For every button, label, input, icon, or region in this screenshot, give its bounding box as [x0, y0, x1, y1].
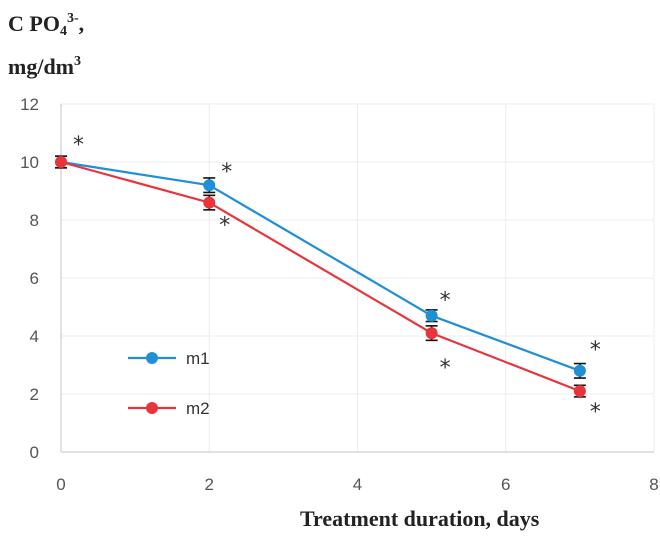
data-point-m1-5 [425, 309, 438, 322]
data-point-m1-2 [203, 179, 216, 192]
x-tick-label-8: 8 [649, 475, 658, 494]
significance-star-m2-7: * [590, 400, 601, 425]
y-tick-label-6: 6 [30, 269, 39, 288]
y-tick-label-12: 12 [20, 95, 39, 114]
gridlines [61, 103, 655, 452]
data-point-m2-7 [573, 385, 586, 398]
x-tick-label-2: 2 [205, 475, 214, 494]
legend-label-m2: m2 [186, 399, 210, 418]
significance-star-m1-0: * [73, 133, 84, 158]
x-tick-label-4: 4 [353, 475, 362, 494]
series-line-m2 [60, 160, 581, 393]
x-tick-label-6: 6 [501, 475, 510, 494]
legend-marker-m2 [146, 402, 158, 414]
data-point-m2-2 [203, 196, 216, 209]
series-line-m1 [60, 160, 581, 372]
x-tick-label-0: 0 [56, 475, 65, 494]
y-axis-label: C PO43-, mg/dm3 [8, 11, 85, 79]
data-point-m2-0 [55, 156, 67, 168]
significance-star-m2-5: * [440, 356, 451, 381]
legend-label-m1: m1 [186, 349, 210, 368]
y-tick-label-2: 2 [30, 385, 39, 404]
y-tick-label-8: 8 [30, 211, 39, 230]
y-tick-label-0: 0 [30, 443, 39, 462]
significance-markers: * * * * * * * [73, 133, 601, 425]
x-tick-labels: 0 2 4 6 8 [56, 475, 658, 494]
significance-star-m1-5: * [440, 289, 451, 314]
significance-star-m1-7: * [590, 338, 601, 363]
significance-star-m2-2: * [219, 214, 230, 239]
legend-marker-m1 [146, 352, 158, 364]
y-tick-labels: 0 2 4 6 8 10 12 [20, 95, 39, 462]
series-layer [55, 155, 586, 398]
x-axis-label: Treatment duration, days [300, 506, 540, 531]
y-tick-label-4: 4 [30, 327, 39, 346]
data-point-m2-5 [425, 327, 438, 340]
significance-star-m1-2: * [221, 160, 232, 185]
y-tick-label-10: 10 [20, 153, 39, 172]
legend: m1 m2 [128, 349, 210, 418]
data-point-m1-7 [573, 364, 586, 377]
